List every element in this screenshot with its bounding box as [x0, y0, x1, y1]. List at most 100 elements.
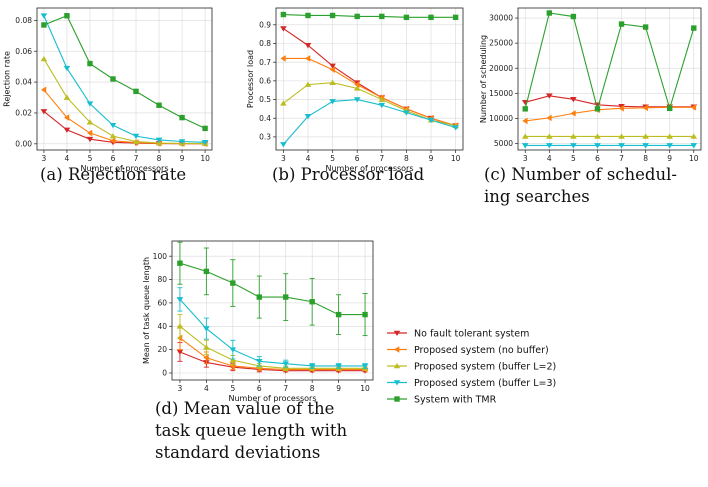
series-line: [43, 58, 206, 145]
data-point: [362, 311, 368, 318]
series-line: [525, 106, 694, 122]
data-point: [546, 114, 552, 122]
series-3: [40, 55, 209, 146]
y-tick-label: 0.8: [259, 39, 271, 48]
legend-marker: [393, 380, 401, 386]
x-tick-label: 8: [310, 384, 315, 393]
chart-c: 3 4 5 6 7 8 9 10 5000 10000 15000 20000 25000 30000 Nu…: [479, 7, 702, 163]
data-point: [280, 11, 287, 18]
legend-marker: [394, 346, 400, 353]
legend-item: No fault tolerant system: [387, 329, 529, 340]
x-tick-label: 3: [281, 154, 286, 163]
series-5: [41, 13, 208, 132]
data-point: [353, 97, 361, 103]
plot-frame: [517, 7, 702, 151]
x-tick-label: 6: [355, 154, 360, 163]
data-point: [618, 133, 625, 139]
y-tick-label: 20: [157, 345, 167, 354]
caption-c: ing searches: [484, 187, 590, 206]
data-point: [546, 93, 553, 99]
data-point: [63, 94, 71, 100]
data-point: [41, 22, 47, 28]
data-point: [203, 354, 209, 362]
data-point: [201, 139, 209, 146]
y-axis-label: Rejection rate: [3, 51, 12, 107]
data-point: [305, 55, 311, 62]
x-tick-label: 10: [200, 154, 210, 163]
data-point: [255, 359, 263, 365]
plot-frame: [36, 7, 213, 151]
caption-c: (c) Number of schedul-: [484, 165, 677, 184]
data-point: [177, 260, 183, 266]
x-tick-label: 7: [619, 154, 624, 163]
x-tick-label: 4: [306, 154, 311, 163]
data-point: [329, 66, 335, 73]
series-5: [522, 10, 697, 112]
x-tick-label: 8: [157, 154, 162, 163]
series-4: [280, 97, 459, 148]
y-tick-label: 0.06: [15, 47, 32, 56]
data-point: [691, 25, 697, 31]
data-point: [546, 133, 553, 139]
series-line: [283, 57, 456, 127]
data-point: [304, 81, 312, 87]
x-tick-label: 4: [547, 154, 552, 163]
data-point: [379, 13, 385, 20]
data-point: [309, 299, 315, 305]
chart-a: 3 4 5 6 7 8 9 10 0.00 0.02 0.04 0.06 0.08 Number of p…: [3, 7, 213, 173]
data-point: [594, 133, 601, 139]
data-point: [87, 60, 93, 67]
data-point: [178, 139, 186, 145]
y-tick-label: 0.9: [259, 20, 271, 29]
legend-item: Proposed system (buffer L=3): [387, 378, 556, 389]
x-tick-label: 4: [204, 384, 209, 393]
data-point: [335, 363, 342, 369]
y-tick-label: 60: [157, 299, 167, 308]
x-tick-label: 5: [230, 384, 235, 393]
data-point: [570, 110, 576, 117]
data-point: [156, 102, 162, 108]
data-point: [428, 14, 434, 21]
y-tick-label: 0.4: [259, 114, 271, 123]
y-tick-label: 0.04: [15, 78, 32, 87]
data-point: [690, 133, 698, 139]
data-point: [353, 85, 361, 91]
legend-label: Proposed system (buffer L=2): [414, 362, 556, 373]
series-line: [283, 13, 456, 18]
data-point: [86, 136, 94, 143]
series-3: [521, 133, 698, 139]
legend-marker: [393, 330, 401, 336]
data-point: [308, 363, 316, 369]
data-point: [354, 81, 360, 88]
data-point: [110, 137, 116, 145]
plot-frame: [275, 7, 464, 151]
x-tick-label: 3: [178, 384, 183, 393]
x-tick-label: 9: [429, 154, 434, 163]
y-axis-label: Number of scheduling: [479, 35, 488, 123]
x-tick-label: 4: [65, 154, 70, 163]
y-tick-label: 0.02: [15, 109, 32, 118]
y-tick-label: 5000: [494, 139, 513, 148]
data-point: [522, 117, 528, 125]
x-tick-label: 5: [88, 154, 93, 163]
x-axis-label: Number of processors: [228, 394, 316, 403]
data-point: [86, 119, 94, 125]
data-point: [618, 143, 625, 149]
data-point: [256, 294, 262, 300]
legend-label: Proposed system (no buffer): [414, 345, 549, 356]
data-point: [546, 143, 553, 149]
series-4: [40, 13, 209, 146]
series-5: [280, 11, 459, 21]
data-point: [329, 79, 336, 86]
data-point: [176, 297, 184, 303]
plot-frame: [171, 240, 374, 381]
data-point: [335, 311, 342, 318]
legend-item: Proposed system (buffer L=2): [387, 362, 556, 373]
data-point: [280, 100, 287, 106]
legend: No fault tolerant system Proposed system …: [387, 329, 556, 406]
data-point: [155, 137, 163, 143]
x-axis-label: Number of processors: [325, 164, 413, 173]
data-point: [618, 21, 625, 27]
data-point: [282, 365, 290, 371]
